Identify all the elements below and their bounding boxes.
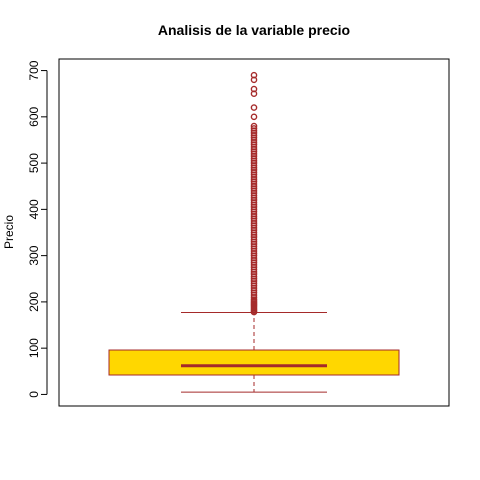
outlier-point: [250, 122, 258, 130]
y-tick-label: 700: [27, 60, 41, 80]
plot-frame: [58, 58, 450, 407]
outlier-point: [250, 125, 258, 132]
chart-title: Analisis de la variable precio: [158, 22, 350, 38]
y-tick-label: 300: [27, 245, 41, 265]
y-axis: 0 100 200 300 400 500 600 700: [27, 60, 48, 398]
box-group: [108, 312, 400, 393]
y-axis-label: Precio: [2, 215, 16, 249]
outlier-point: [250, 104, 258, 111]
outlier-points: [250, 71, 258, 316]
outlier-point: [250, 113, 258, 121]
y-tick-label: 400: [27, 199, 41, 219]
y-tick-label: 500: [27, 153, 41, 173]
outlier-point: [250, 85, 258, 93]
y-tick-label: 200: [27, 292, 41, 312]
y-tick-label: 0: [27, 391, 41, 398]
y-tick-label: 600: [27, 107, 41, 127]
outlier-point: [250, 71, 258, 79]
y-tick-label: 100: [27, 338, 41, 358]
iqr-box: [108, 349, 400, 376]
